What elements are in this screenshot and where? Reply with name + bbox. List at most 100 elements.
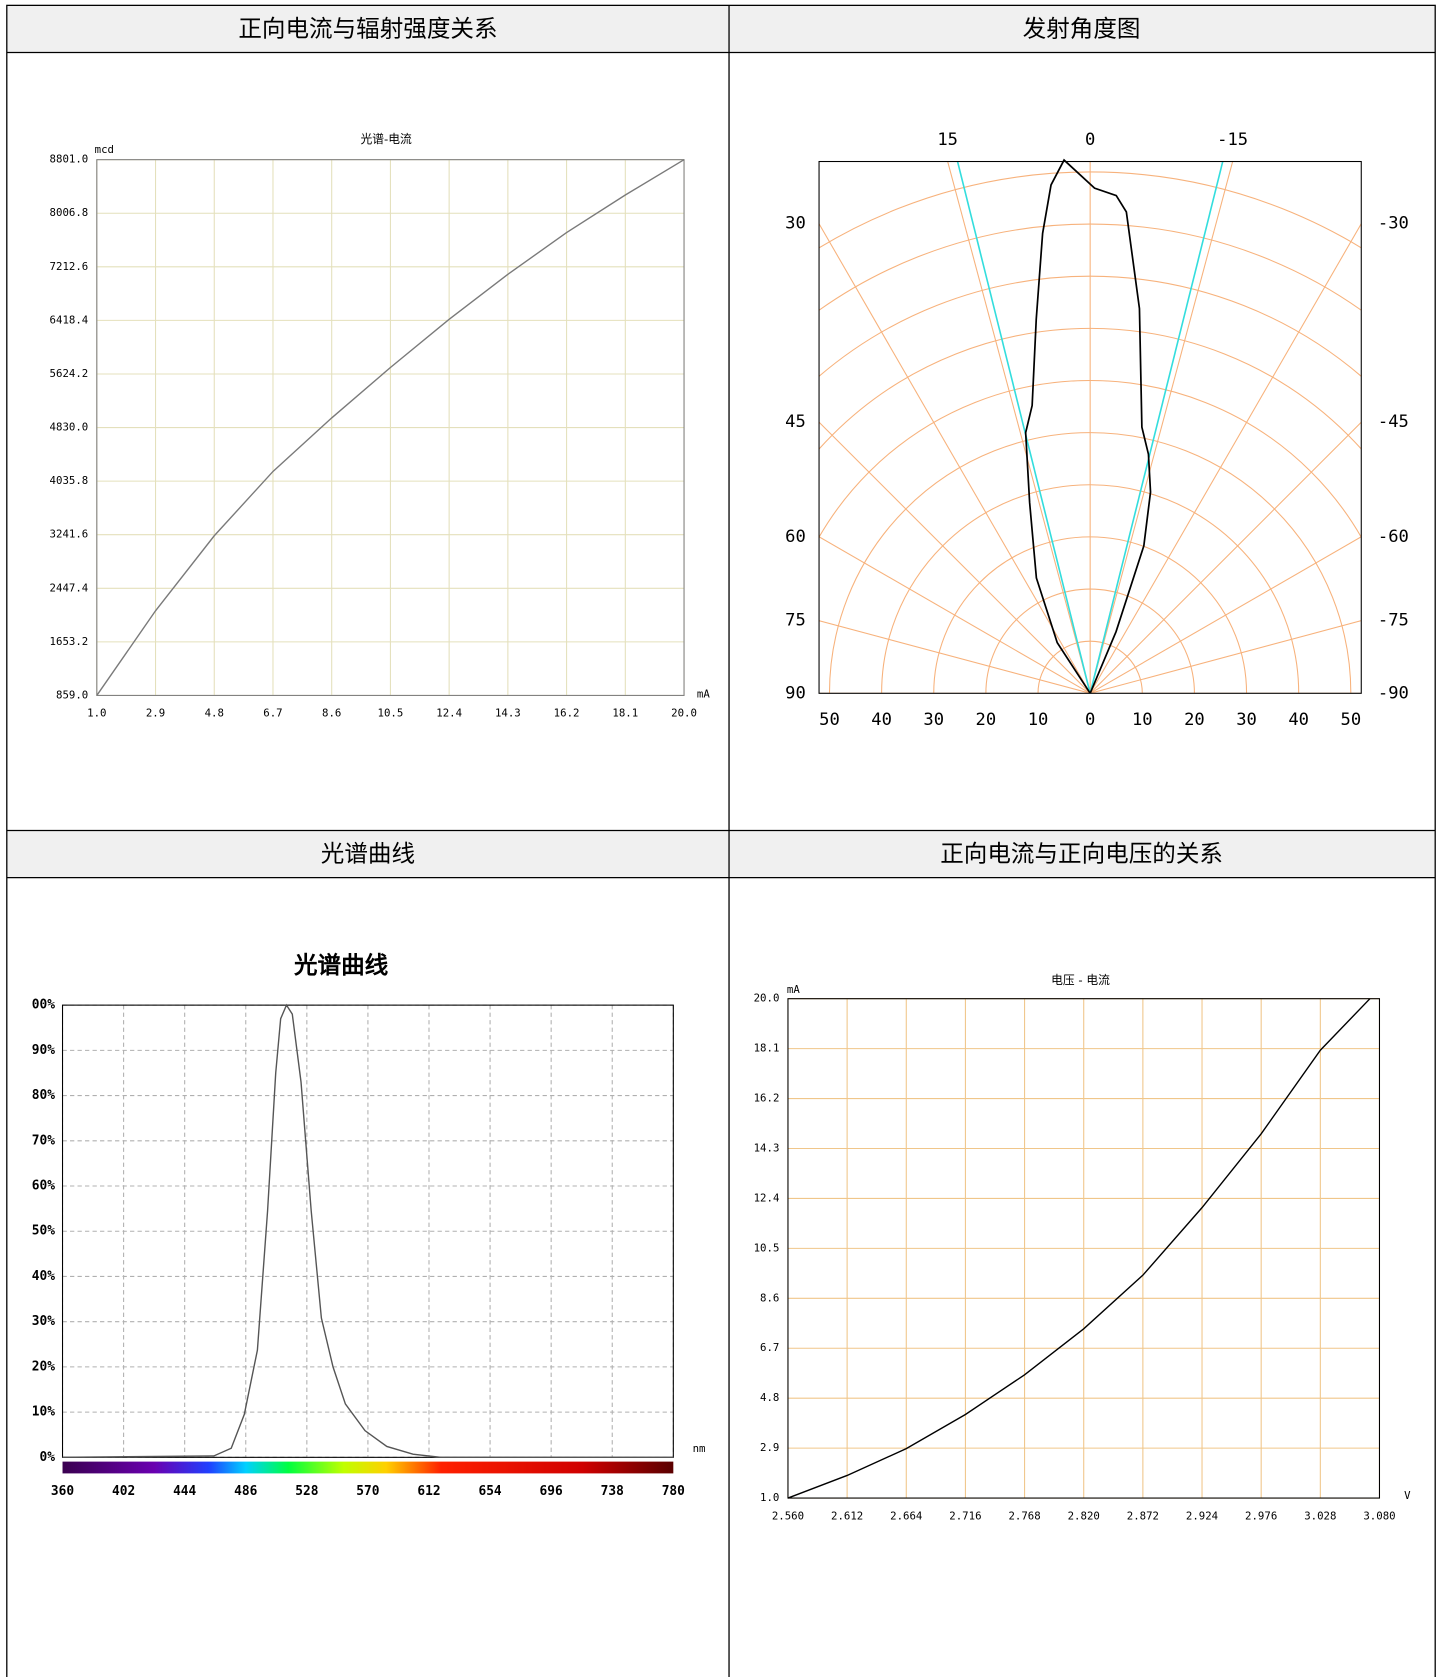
angle-label: -45 [1378, 412, 1409, 432]
y-tick-label: 10% [32, 1405, 55, 1420]
y-tick-label: 2447.4 [50, 581, 89, 594]
y-tick-label: 859.0 [56, 688, 88, 701]
x-tick-label: 402 [112, 1484, 135, 1499]
data-line [96, 159, 685, 696]
angle-label: 30 [785, 214, 806, 234]
x-tick-label: 0 [1085, 710, 1095, 730]
x-tick-label: 780 [662, 1484, 685, 1499]
angle-label: -15 [1217, 130, 1248, 150]
beam-line [956, 161, 1091, 694]
x-tick-label: 20 [1184, 710, 1205, 730]
x-tick-label: 528 [295, 1484, 318, 1499]
x-tick-label: 30 [923, 710, 944, 730]
angle-label: 15 [937, 130, 958, 150]
y-tick-label: 80% [32, 1088, 55, 1103]
angle-label: 75 [785, 611, 806, 631]
y-tick-label: 8801.0 [50, 153, 89, 166]
plot-frame [787, 998, 1381, 1499]
grid-ray [947, 161, 1091, 694]
cell-title: 正向电流与辐射强度关系 [238, 15, 497, 43]
pattern-curve [1024, 158, 1152, 694]
x-tick-label: 4.8 [205, 707, 224, 720]
grid-ray [1089, 536, 1362, 694]
y-tick-label: 70% [32, 1133, 55, 1148]
angle-label: -90 [1378, 683, 1409, 703]
y-tick-label: 20.0 [754, 992, 780, 1005]
x-tick-label: 20 [976, 710, 997, 730]
grid-ray [819, 222, 1091, 694]
x-tick-label: 50 [819, 710, 840, 730]
grid-ray [819, 620, 1091, 694]
x-tick-label: 14.3 [495, 707, 521, 720]
y-tick-label: 3241.6 [50, 528, 89, 541]
angle-label: -60 [1378, 527, 1409, 547]
data-line [62, 1003, 674, 1459]
y-tick-label: 1.0 [760, 1491, 779, 1504]
x-tick-label: 50 [1341, 710, 1362, 730]
x-tick-label: 2.9 [146, 707, 165, 720]
y-tick-label: 5624.2 [50, 367, 89, 380]
x-tick-label: 3.080 [1363, 1509, 1395, 1522]
x-tick-label: 10 [1028, 710, 1049, 730]
x-axis-label: V [1404, 1489, 1411, 1502]
x-tick-label: 10.5 [378, 707, 404, 720]
y-tick-label: 10.5 [754, 1241, 780, 1254]
y-tick-label: 30% [32, 1314, 55, 1329]
y-tick-label: 6.7 [760, 1341, 779, 1354]
y-tick-label: 0% [40, 1450, 56, 1465]
x-tick-label: 696 [540, 1484, 563, 1499]
table-borders [6, 4, 1436, 1677]
angle-label: -75 [1378, 611, 1409, 631]
y-tick-label: 4830.0 [50, 421, 89, 434]
x-tick-label: 3.028 [1304, 1509, 1336, 1522]
x-tick-label: 10 [1132, 710, 1153, 730]
cell-title: 正向电流与正向电压的关系 [940, 840, 1223, 868]
angle-label: -30 [1378, 214, 1409, 234]
y-tick-label: 16.2 [754, 1092, 780, 1105]
x-tick-label: 738 [601, 1484, 624, 1499]
y-axis-label: mA [787, 983, 800, 996]
x-tick-label: 2.768 [1008, 1509, 1040, 1522]
grid-ray [1089, 222, 1362, 694]
y-tick-label: 8.6 [760, 1291, 779, 1304]
angle-label: 0 [1085, 130, 1095, 150]
angle-label: 45 [785, 412, 806, 432]
y-tick-label: 18.1 [754, 1042, 780, 1055]
angle-label: 60 [785, 527, 806, 547]
x-tick-label: 360 [51, 1484, 74, 1499]
y-tick-label: 14.3 [754, 1142, 780, 1155]
x-tick-label: 12.4 [436, 707, 462, 720]
y-tick-label: 4035.8 [50, 474, 89, 487]
spectrum-bar [62, 1461, 674, 1474]
x-tick-label: 20.0 [671, 707, 697, 720]
x-tick-label: 444 [173, 1484, 196, 1499]
x-tick-label: 486 [234, 1484, 257, 1499]
cell-title: 光谱曲线 [321, 840, 415, 868]
grid-ray [819, 536, 1091, 694]
y-tick-label: 7212.6 [50, 260, 89, 273]
x-tick-label: 40 [871, 710, 892, 730]
x-tick-label: 30 [1236, 710, 1257, 730]
y-tick-label: 8006.8 [50, 206, 89, 219]
x-tick-label: 8.6 [322, 707, 341, 720]
y-tick-label: 50% [32, 1224, 55, 1239]
beam-line [1089, 161, 1224, 694]
x-tick-label: 2.976 [1245, 1509, 1277, 1522]
polar-grid [819, 161, 1362, 694]
x-tick-label: 2.664 [890, 1509, 922, 1522]
grid-ray [819, 421, 1091, 694]
x-axis-label: nm [693, 1442, 706, 1455]
x-tick-label: 2.820 [1068, 1509, 1100, 1522]
x-tick-label: 2.872 [1127, 1509, 1159, 1522]
x-axis-label: mA [697, 687, 710, 700]
y-tick-label: 60% [32, 1179, 55, 1194]
angle-label: 90 [785, 683, 806, 703]
x-tick-label: 570 [356, 1484, 379, 1499]
x-tick-label: 654 [478, 1484, 501, 1499]
y-tick-label: 1653.2 [50, 635, 89, 648]
plot-frame [61, 1004, 674, 1458]
x-tick-label: 16.2 [554, 707, 580, 720]
x-tick-label: 2.716 [949, 1509, 981, 1522]
y-tick-label: 00% [32, 998, 55, 1013]
